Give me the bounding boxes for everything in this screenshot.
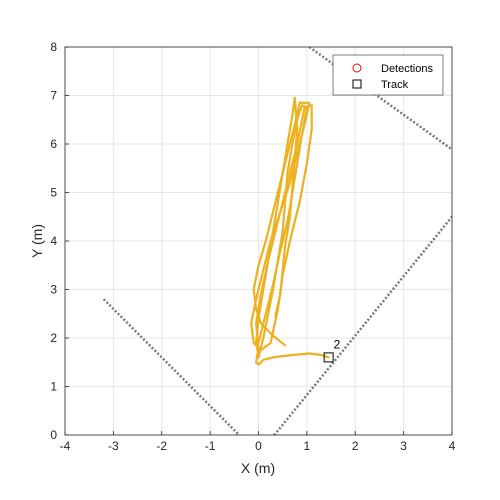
track-id-label: 2	[334, 337, 341, 351]
legend-detections-label: Detections	[381, 63, 433, 75]
y-tick-label: 3	[50, 283, 57, 297]
y-tick-label: 7	[50, 89, 57, 103]
x-tick-label: 3	[400, 439, 407, 453]
x-tick-label: 0	[255, 439, 262, 453]
legend: Detections Track	[332, 54, 444, 96]
x-tick-label: 2	[352, 439, 359, 453]
y-tick-label: 4	[50, 234, 57, 248]
track-trajectory-1	[257, 104, 308, 359]
x-tick-label: 4	[449, 439, 456, 453]
x-tick-label: -2	[156, 439, 167, 453]
ticks: -4 -3 -2 -1 0 1 2 3 4 0 1 2 3 4 5 6 7 8	[50, 40, 455, 453]
coverage-boundary	[102, 47, 452, 435]
y-tick-label: 8	[50, 40, 57, 54]
legend-box	[332, 54, 444, 96]
legend-track-label: Track	[381, 79, 409, 91]
y-tick-label: 2	[50, 331, 57, 345]
track-trajectory-2	[255, 96, 299, 357]
y-tick-label: 5	[50, 186, 57, 200]
x-tick-label: -3	[108, 439, 119, 453]
plot-content	[102, 47, 452, 435]
x-axis-label: X (m)	[241, 460, 275, 476]
track-marker	[323, 352, 334, 363]
y-tick-label: 6	[50, 137, 57, 151]
x-tick-label: 1	[304, 439, 311, 453]
x-tick-label: -4	[60, 439, 71, 453]
x-tick-label: -1	[205, 439, 216, 453]
y-tick-label: 1	[50, 380, 57, 394]
legend-detections-marker	[352, 63, 362, 73]
y-tick-label: 0	[50, 428, 57, 442]
legend-track-marker	[352, 79, 362, 89]
y-axis-label: Y (m)	[29, 224, 45, 258]
